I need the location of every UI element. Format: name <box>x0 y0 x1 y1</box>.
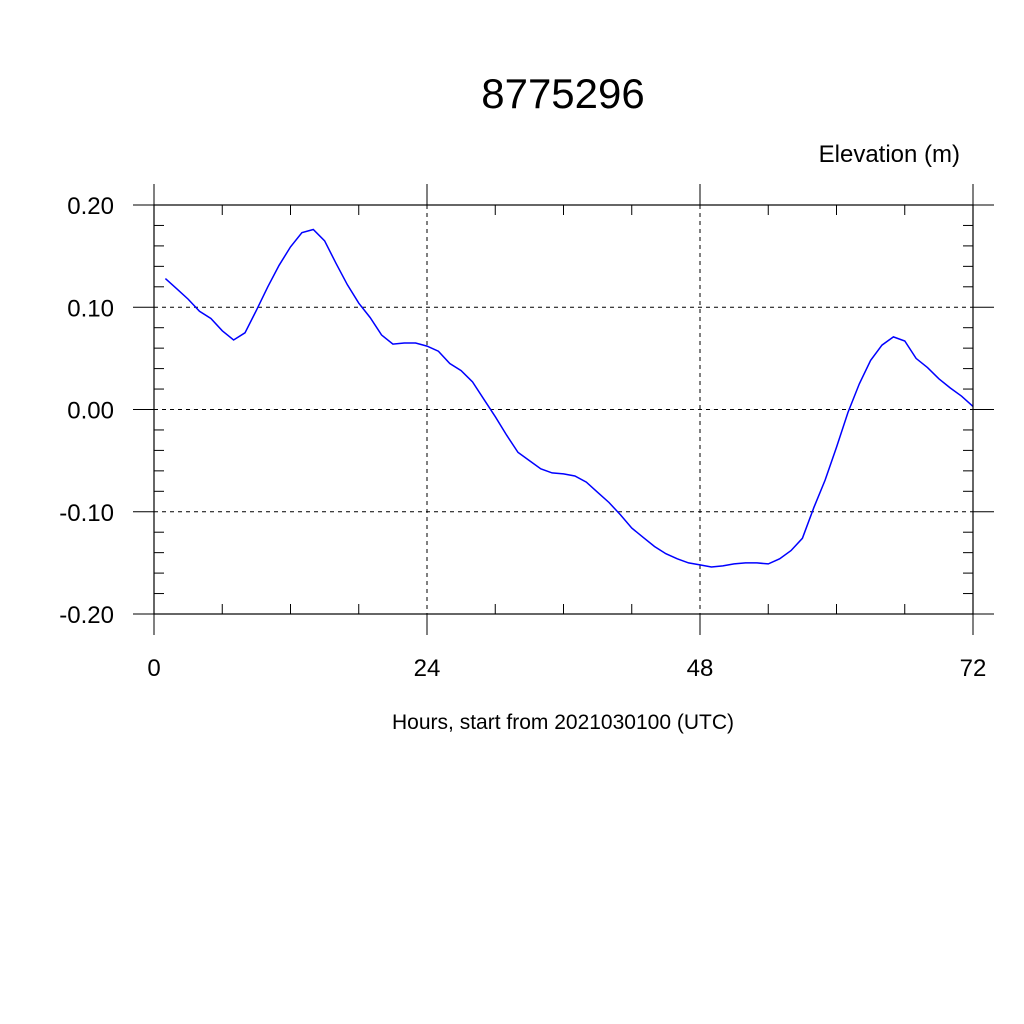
y-tick-label: -0.20 <box>59 602 114 629</box>
series-line <box>164 228 974 568</box>
tick-labels: -0.20 -0.10 0.00 0.10 0.20 0 24 48 72 <box>59 193 986 682</box>
chart-title: 8775296 <box>481 70 645 117</box>
axis-ticks <box>133 184 994 635</box>
x-tick-label: 72 <box>960 655 987 682</box>
y-tick-label: 0.20 <box>67 193 114 220</box>
y-axis-label: Elevation (m) <box>819 141 960 168</box>
x-tick-label: 0 <box>147 655 160 682</box>
y-tick-label: -0.10 <box>59 500 114 527</box>
x-axis-label: Hours, start from 2021030100 (UTC) <box>392 711 734 734</box>
y-tick-label: 0.10 <box>67 295 114 322</box>
y-tick-label: 0.00 <box>67 398 114 425</box>
x-tick-label: 48 <box>687 655 714 682</box>
plot-frame <box>153 204 974 615</box>
grid-lines <box>154 204 973 615</box>
x-tick-label: 24 <box>414 655 441 682</box>
